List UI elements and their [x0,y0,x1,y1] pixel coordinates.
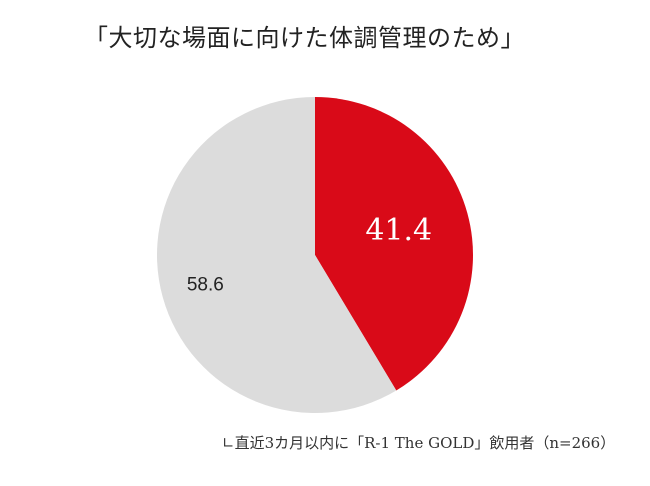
pie-slice-label-2: 58.6 [187,274,224,295]
pie-slice-2 [156,97,397,413]
chart-title: 「大切な場面に向けた体調管理のため」 [84,24,525,52]
pie-slice-1 [315,97,473,391]
pie-slice-label-1: 41.4 [365,213,432,248]
chart-footnote: ∟直近3カ月以内に「R-1 The GOLD」飲用者（n=266） [222,434,616,452]
